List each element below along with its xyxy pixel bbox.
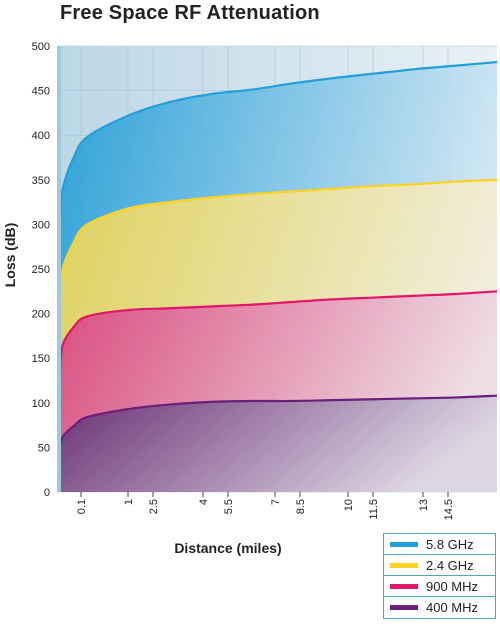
x-tick-label: 13: [418, 499, 430, 511]
x-tick-label: 7: [270, 499, 282, 505]
legend-divider: [384, 554, 495, 555]
x-tick-label: 2.5: [148, 499, 160, 514]
y-tick-label: 0: [44, 487, 50, 499]
legend-swatch: [390, 604, 418, 610]
y-tick-label: 450: [32, 86, 50, 98]
legend: 5.8 GHz 2.4 GHz 900 MHz 400 MHz: [383, 533, 496, 619]
y-tick-label: 200: [32, 309, 50, 321]
y-tick-label: 500: [32, 41, 50, 53]
series-lines: [58, 60, 498, 446]
x-tick-label: 8.5: [295, 499, 307, 514]
series-line: [58, 60, 498, 221]
x-tick-label: 1: [123, 499, 135, 505]
x-tick-label: 14.5: [443, 499, 455, 520]
x-tick-label: 0.1: [76, 499, 88, 514]
series-line: [58, 290, 498, 372]
y-tick-label: 150: [32, 353, 50, 365]
x-tick-label: 10: [343, 499, 355, 511]
x-axis-ticks: 0.1 1 2.5 4 5.5 7 8.5 10 11.5 13 14.5: [76, 492, 455, 520]
x-tick-label: 11.5: [368, 499, 380, 520]
legend-divider: [384, 575, 495, 576]
x-tick-label: 4: [198, 499, 210, 505]
legend-item: 5.8 GHz: [384, 534, 495, 554]
y-tick-label: 400: [32, 130, 50, 142]
legend-swatch: [390, 541, 418, 547]
y-tick-label: 100: [32, 398, 50, 410]
legend-item: 2.4 GHz: [384, 555, 495, 575]
legend-label: 2.4 GHz: [426, 557, 474, 573]
legend-swatch: [390, 583, 418, 589]
series-area: [60, 395, 497, 492]
y-tick-label: 250: [32, 264, 50, 276]
y-tick-label: 50: [38, 442, 50, 454]
y-axis-label: Loss (dB): [2, 223, 18, 288]
y-tick-label: 300: [32, 219, 50, 231]
legend-swatch: [390, 562, 418, 568]
series-line: [58, 394, 498, 446]
y-axis-bar: [57, 46, 61, 492]
legend-label: 400 MHz: [426, 599, 479, 615]
chart-title: Free Space RF Attenuation: [60, 2, 320, 24]
x-axis-label: Distance (miles): [174, 540, 281, 556]
legend-label: 900 MHz: [426, 578, 479, 594]
y-axis-ticks: 0 50 100 150 200 250 300 350 400 450 500: [32, 41, 50, 499]
series-areas: [60, 62, 497, 493]
legend-item: 400 MHz: [384, 597, 495, 617]
legend-label: 5.8 GHz: [426, 536, 474, 552]
legend-divider: [384, 596, 495, 597]
x-tick-label: 5.5: [223, 499, 235, 514]
legend-item: 900 MHz: [384, 576, 495, 596]
y-tick-label: 350: [32, 175, 50, 187]
series-line: [58, 178, 498, 301]
